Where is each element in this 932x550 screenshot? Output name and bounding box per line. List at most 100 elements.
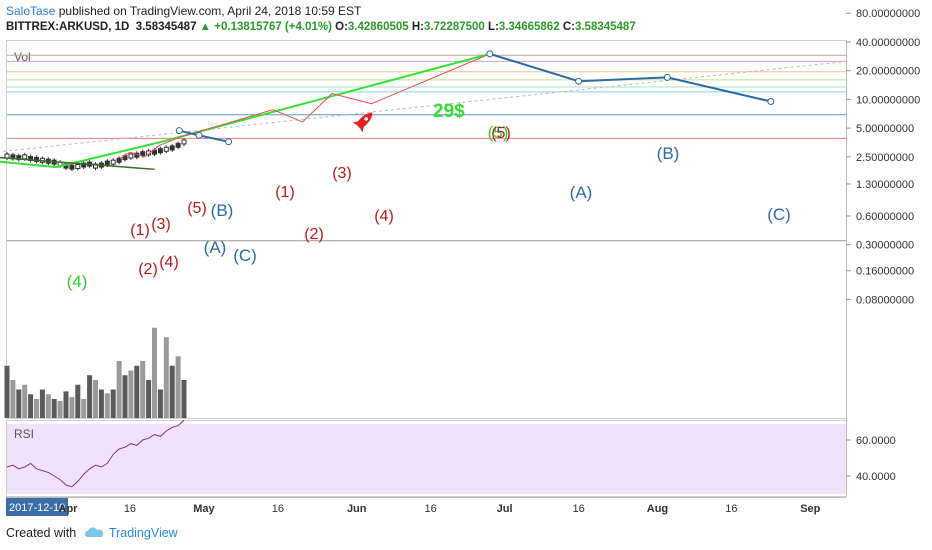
red-wave-label: (5): [491, 125, 511, 142]
symbol-label: BITTREX:ARKUSD, 1D: [6, 21, 130, 33]
price-axis-label: 5.00000000: [856, 123, 914, 135]
candle-body: [104, 160, 110, 166]
volume-bar: [169, 365, 175, 418]
candle-body: [110, 159, 116, 165]
candle-body: [163, 146, 169, 152]
rsi-pane-label: RSI: [14, 427, 34, 441]
price-axis-label: 40.00000000: [856, 37, 920, 49]
wave-node: [575, 77, 583, 85]
red-wave-label: (3): [332, 165, 352, 182]
candle-body: [128, 153, 134, 159]
rsi-axis-label: 60.0000: [856, 435, 896, 447]
candle-body: [81, 162, 87, 168]
volume-bar: [152, 327, 157, 418]
wave-node: [767, 98, 775, 106]
time-axis-label: May: [193, 503, 215, 515]
up-triangle-icon: ▲: [199, 21, 212, 33]
price-axis-label: 80.00000000: [856, 8, 920, 20]
blue-wave-label: (C): [233, 246, 257, 265]
red-wave-label: (1): [275, 184, 295, 201]
high-value: 3.72287500: [424, 21, 485, 33]
volume-bar: [140, 361, 146, 418]
price-axis-label: 10.00000000: [856, 94, 920, 106]
volume-bar: [22, 384, 28, 418]
volume-bar: [122, 375, 128, 418]
volume-bar: [34, 399, 39, 418]
time-axis-label: Sep: [800, 503, 820, 515]
candle-body: [69, 164, 75, 170]
target-price-label: 29$: [433, 101, 465, 122]
date-badge-label: 2017-12-10: [9, 502, 65, 514]
red-wave-label: (3): [151, 216, 171, 233]
blue-wave-line: [489, 52, 772, 103]
price-chart[interactable]: Vol RSI (4) (5) (1) (2) (3) (4) (5) (1) (2) (3) (4…: [0, 0, 932, 520]
volume-bar: [28, 394, 34, 418]
volume-bar: [4, 365, 10, 418]
wave-node: [486, 50, 494, 58]
candle-body: [140, 151, 146, 157]
volume-bar: [39, 389, 45, 418]
open-value: 3.42860505: [347, 21, 409, 33]
candle-body: [169, 145, 175, 151]
red-wave-label: (5): [187, 200, 207, 217]
time-axis-label: Jun: [347, 503, 367, 515]
candle-body: [34, 156, 39, 162]
green-wave-label: (4): [67, 272, 88, 291]
candle-body: [152, 149, 157, 155]
time-axis-label: 16: [124, 503, 136, 515]
blue-wave-label: (C): [767, 205, 791, 224]
volume-bar: [45, 394, 51, 418]
red-wave-label: (2): [138, 261, 158, 278]
tradingview-brand[interactable]: TradingView: [108, 526, 178, 540]
volume-bar: [104, 393, 110, 418]
volume-bar: [81, 399, 87, 418]
price-axis-label: 0.60000000: [856, 211, 914, 223]
volume-bar: [175, 356, 181, 418]
footer: Created with TradingView: [6, 526, 178, 540]
candle-body: [157, 148, 163, 154]
time-axis-label: 16: [572, 503, 584, 515]
candle-body: [22, 154, 28, 160]
time-axis-label: 16: [272, 503, 284, 515]
low-value: 3.34665862: [498, 21, 560, 33]
ohlc-line: BITTREX:ARKUSD, 1D 3.58345487 ▲ +0.13815…: [6, 21, 636, 33]
author-link[interactable]: SaloTase: [6, 4, 56, 18]
time-axis-label: Jul: [497, 503, 513, 515]
blue-wave-small: [179, 129, 229, 143]
red-wave-label: (1): [130, 222, 150, 239]
price-axis-label: 20.00000000: [856, 66, 920, 78]
volume-bar: [146, 380, 152, 418]
red-wave-line: [119, 53, 491, 159]
green-wave-label: (5): [488, 123, 509, 142]
wave-node: [663, 73, 671, 81]
volume-bar: [110, 389, 116, 418]
change-value: +0.13815767 (+4.01%): [214, 21, 332, 33]
rsi-axis-label: 40.0000: [856, 471, 896, 483]
red-wave-label: (2): [304, 226, 324, 243]
volume-bar: [116, 361, 122, 418]
price-axis-label: 2.50000000: [856, 152, 914, 164]
volume-bar: [98, 389, 104, 418]
volume-bar: [16, 389, 22, 418]
open-label: O:: [335, 21, 348, 33]
volume-bar: [181, 380, 187, 418]
blue-wave-label: (B): [657, 144, 680, 163]
rsi-line: [6, 419, 185, 488]
price-axis-label: 1.30000000: [856, 179, 914, 191]
volume-bar: [134, 365, 140, 418]
publish-line: SaloTase published on TradingView.com, A…: [6, 4, 361, 18]
date-badge: [6, 498, 68, 516]
candle-body: [181, 139, 187, 145]
low-label: L:: [487, 21, 499, 33]
red-wave-label: (4): [374, 208, 394, 225]
volume-bar: [93, 380, 98, 418]
time-axis-label: 16: [425, 503, 437, 515]
high-label: H:: [411, 21, 425, 33]
volume-bar: [63, 391, 69, 418]
time-axis-label: Aug: [647, 503, 668, 515]
wave-node: [195, 131, 203, 139]
rocket-icon: [352, 112, 373, 133]
price-axis-label: 0.16000000: [856, 266, 914, 278]
time-axis-label: 16: [725, 503, 737, 515]
published-text: published on TradingView.com, April 24, …: [58, 4, 362, 18]
